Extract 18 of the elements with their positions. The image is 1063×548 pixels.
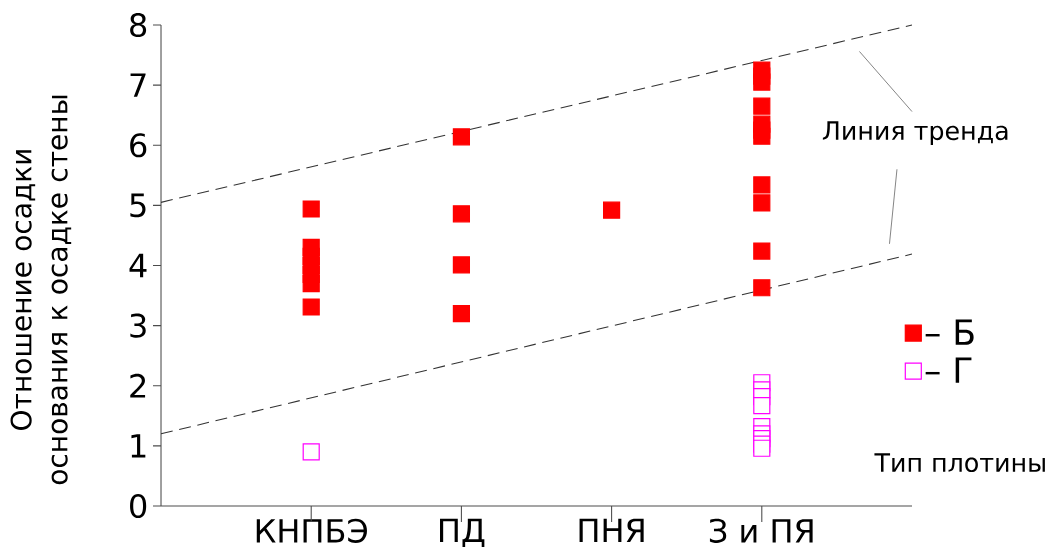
y-tick-label: 0 — [130, 493, 147, 519]
y-tick-label: 1 — [131, 434, 146, 458]
y-tick-label: 7 — [130, 73, 146, 97]
y-tick-label: 8 — [130, 12, 147, 38]
y-tick-label: 2 — [130, 373, 146, 398]
y-tick-label: 5 — [130, 193, 146, 218]
x-tick-label: ПНЯ — [579, 518, 644, 543]
x-axis-title: Тип плотины — [874, 453, 1045, 473]
y-axis-title: Отношение осадки основания к осадке стены — [10, 95, 72, 485]
x-tick-label: З и ПЯ — [709, 518, 813, 543]
annotation: Линия тренда — [822, 121, 1008, 146]
legend-label: – Г — [925, 357, 972, 383]
x-tick-label: КНПБЭ — [256, 518, 367, 543]
y-tick-label: 3 — [130, 313, 146, 338]
y-tick-label: 6 — [130, 133, 147, 158]
legend-label: – Б — [925, 319, 974, 345]
x-tick-label: ПД — [440, 518, 485, 548]
y-tick-label: 4 — [129, 253, 147, 278]
